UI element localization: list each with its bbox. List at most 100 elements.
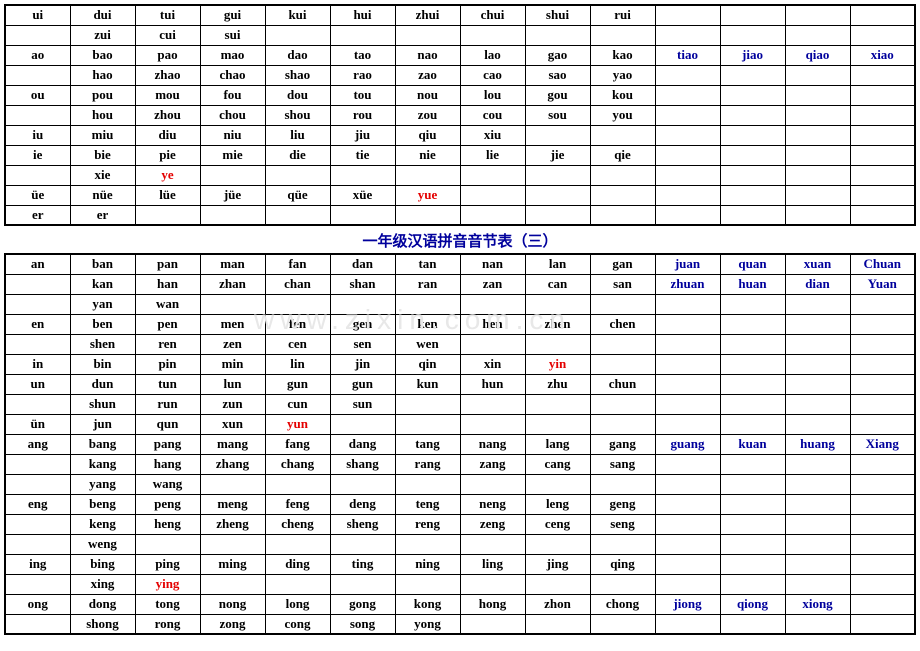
table-row: xingying xyxy=(5,574,915,594)
syllable-cell: ong xyxy=(5,594,70,614)
syllable-cell xyxy=(720,25,785,45)
syllable-cell: kou xyxy=(590,85,655,105)
syllable-cell xyxy=(330,25,395,45)
syllable-cell: zong xyxy=(200,614,265,634)
syllable-cell xyxy=(5,65,70,85)
syllable-cell: shui xyxy=(525,5,590,25)
syllable-cell: bing xyxy=(70,554,135,574)
syllable-cell: iu xyxy=(5,125,70,145)
syllable-cell: fang xyxy=(265,434,330,454)
syllable-cell: die xyxy=(265,145,330,165)
table-row: üenüelüejüeqüexüeyue xyxy=(5,185,915,205)
syllable-cell: pin xyxy=(135,354,200,374)
syllable-cell: cun xyxy=(265,394,330,414)
syllable-cell xyxy=(785,554,850,574)
syllable-cell xyxy=(265,205,330,225)
syllable-cell xyxy=(785,5,850,25)
syllable-cell xyxy=(785,185,850,205)
table-row: ünjunqunxunyun xyxy=(5,414,915,434)
syllable-cell xyxy=(850,5,915,25)
syllable-cell: shen xyxy=(70,334,135,354)
table-row: yanwan xyxy=(5,294,915,314)
syllable-cell: ling xyxy=(460,554,525,574)
syllable-cell: dou xyxy=(265,85,330,105)
syllable-cell: juan xyxy=(655,254,720,274)
syllable-cell xyxy=(720,394,785,414)
syllable-cell xyxy=(395,165,460,185)
syllable-cell: shao xyxy=(265,65,330,85)
syllable-cell: ui xyxy=(5,5,70,25)
syllable-cell: chun xyxy=(590,374,655,394)
syllable-cell: an xyxy=(5,254,70,274)
syllable-cell: feng xyxy=(265,494,330,514)
syllable-cell xyxy=(850,294,915,314)
syllable-cell: eng xyxy=(5,494,70,514)
syllable-cell xyxy=(525,614,590,634)
syllable-cell: shou xyxy=(265,105,330,125)
syllable-cell xyxy=(785,314,850,334)
syllable-cell: cheng xyxy=(265,514,330,534)
syllable-cell: yin xyxy=(525,354,590,374)
syllable-cell xyxy=(850,394,915,414)
syllable-cell: bie xyxy=(70,145,135,165)
syllable-cell: Yuan xyxy=(850,274,915,294)
syllable-cell: lüe xyxy=(135,185,200,205)
syllable-cell: miu xyxy=(70,125,135,145)
syllable-cell xyxy=(785,85,850,105)
syllable-cell xyxy=(525,25,590,45)
syllable-cell: tong xyxy=(135,594,200,614)
syllable-cell: rao xyxy=(330,65,395,85)
syllable-cell xyxy=(655,65,720,85)
syllable-cell xyxy=(850,414,915,434)
syllable-cell xyxy=(330,165,395,185)
syllable-cell xyxy=(590,574,655,594)
table-row: erer xyxy=(5,205,915,225)
syllable-cell: qing xyxy=(590,554,655,574)
syllable-cell: ning xyxy=(395,554,460,574)
syllable-cell xyxy=(590,414,655,434)
syllable-cell: Chuan xyxy=(850,254,915,274)
syllable-cell: ban xyxy=(70,254,135,274)
syllable-cell: ming xyxy=(200,554,265,574)
syllable-cell: kao xyxy=(590,45,655,65)
syllable-cell xyxy=(655,314,720,334)
syllable-cell: zan xyxy=(460,274,525,294)
syllable-cell xyxy=(460,574,525,594)
syllable-cell xyxy=(460,534,525,554)
syllable-cell: pou xyxy=(70,85,135,105)
syllable-cell: beng xyxy=(70,494,135,514)
syllable-cell xyxy=(525,414,590,434)
syllable-cell: ken xyxy=(395,314,460,334)
syllable-cell xyxy=(850,554,915,574)
syllable-cell: pao xyxy=(135,45,200,65)
syllable-cell xyxy=(265,165,330,185)
syllable-cell xyxy=(5,25,70,45)
syllable-cell: jin xyxy=(330,354,395,374)
syllable-cell: hang xyxy=(135,454,200,474)
syllable-cell xyxy=(590,165,655,185)
syllable-cell xyxy=(655,494,720,514)
table-row: inbinpinminlinjinqinxinyin xyxy=(5,354,915,374)
syllable-cell xyxy=(590,125,655,145)
syllable-cell: chao xyxy=(200,65,265,85)
syllable-cell: en xyxy=(5,314,70,334)
pinyin-table-bottom: anbanpanmanfandantannanlanganjuanquanxua… xyxy=(4,253,916,635)
syllable-cell: diu xyxy=(135,125,200,145)
syllable-cell xyxy=(5,274,70,294)
syllable-cell: qun xyxy=(135,414,200,434)
syllable-cell: lin xyxy=(265,354,330,374)
table-row: engbengpengmengfengdengtengnenglenggeng xyxy=(5,494,915,514)
syllable-cell: sou xyxy=(525,105,590,125)
syllable-cell: ye xyxy=(135,165,200,185)
syllable-cell: yun xyxy=(265,414,330,434)
syllable-cell: weng xyxy=(70,534,135,554)
syllable-cell xyxy=(265,294,330,314)
syllable-cell: ou xyxy=(5,85,70,105)
syllable-cell: chan xyxy=(265,274,330,294)
syllable-cell: san xyxy=(590,274,655,294)
syllable-cell: nao xyxy=(395,45,460,65)
syllable-cell xyxy=(525,474,590,494)
table-row: houzhouchoushourouzoucousouyou xyxy=(5,105,915,125)
syllable-cell: gun xyxy=(265,374,330,394)
syllable-cell: dao xyxy=(265,45,330,65)
